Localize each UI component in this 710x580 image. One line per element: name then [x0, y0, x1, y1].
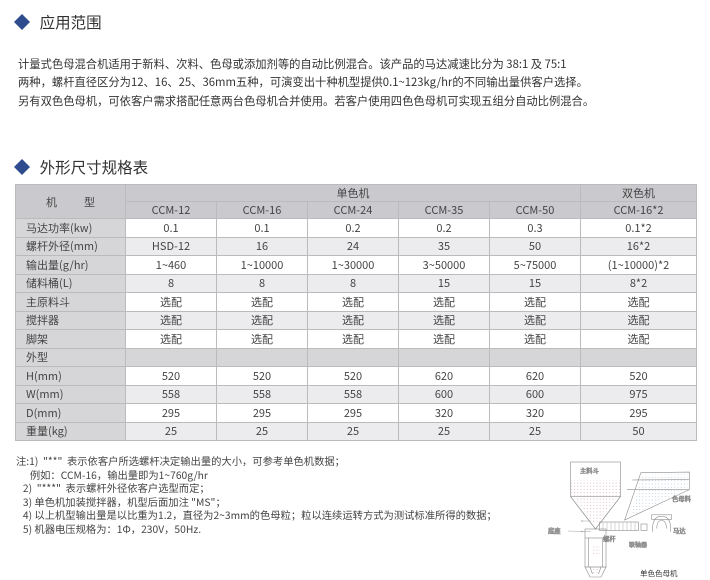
svg-text:联轴器: 联轴器	[629, 540, 647, 549]
svg-text:色母料: 色母料	[672, 494, 692, 503]
svg-text:底座: 底座	[548, 526, 561, 535]
svg-text:单色色母机: 单色色母机	[640, 568, 678, 579]
svg-text:马达: 马达	[673, 526, 686, 535]
svg-text:主料斗: 主料斗	[580, 466, 599, 475]
svg-text:螺杆: 螺杆	[603, 534, 616, 543]
